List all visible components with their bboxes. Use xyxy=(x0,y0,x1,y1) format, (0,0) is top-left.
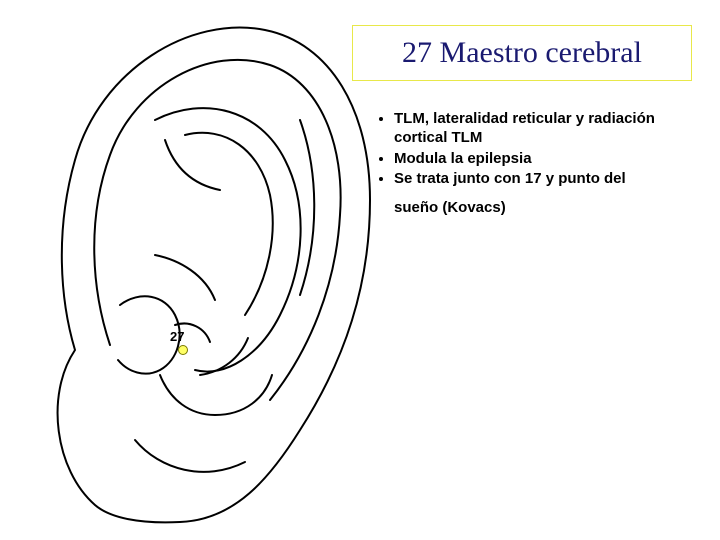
slide-stage: { "canvas": { "width": 720, "height": 54… xyxy=(0,0,720,540)
bullet-continuation: sueño (Kovacs) xyxy=(366,199,696,216)
bullet-item: Modula la epilepsia xyxy=(394,150,696,169)
bullet-item: TLM, lateralidad reticular y radiación c… xyxy=(394,110,696,148)
point-27-dot xyxy=(178,345,188,355)
description-list: TLM, lateralidad reticular y radiación c… xyxy=(366,110,696,216)
bullet-item: Se trata junto con 17 y punto del xyxy=(394,170,696,189)
ear-diagram xyxy=(0,0,400,540)
title-text: 27 Maestro cerebral xyxy=(402,36,642,70)
title-box: 27 Maestro cerebral xyxy=(352,25,692,81)
point-27-label: 27 xyxy=(170,329,184,344)
